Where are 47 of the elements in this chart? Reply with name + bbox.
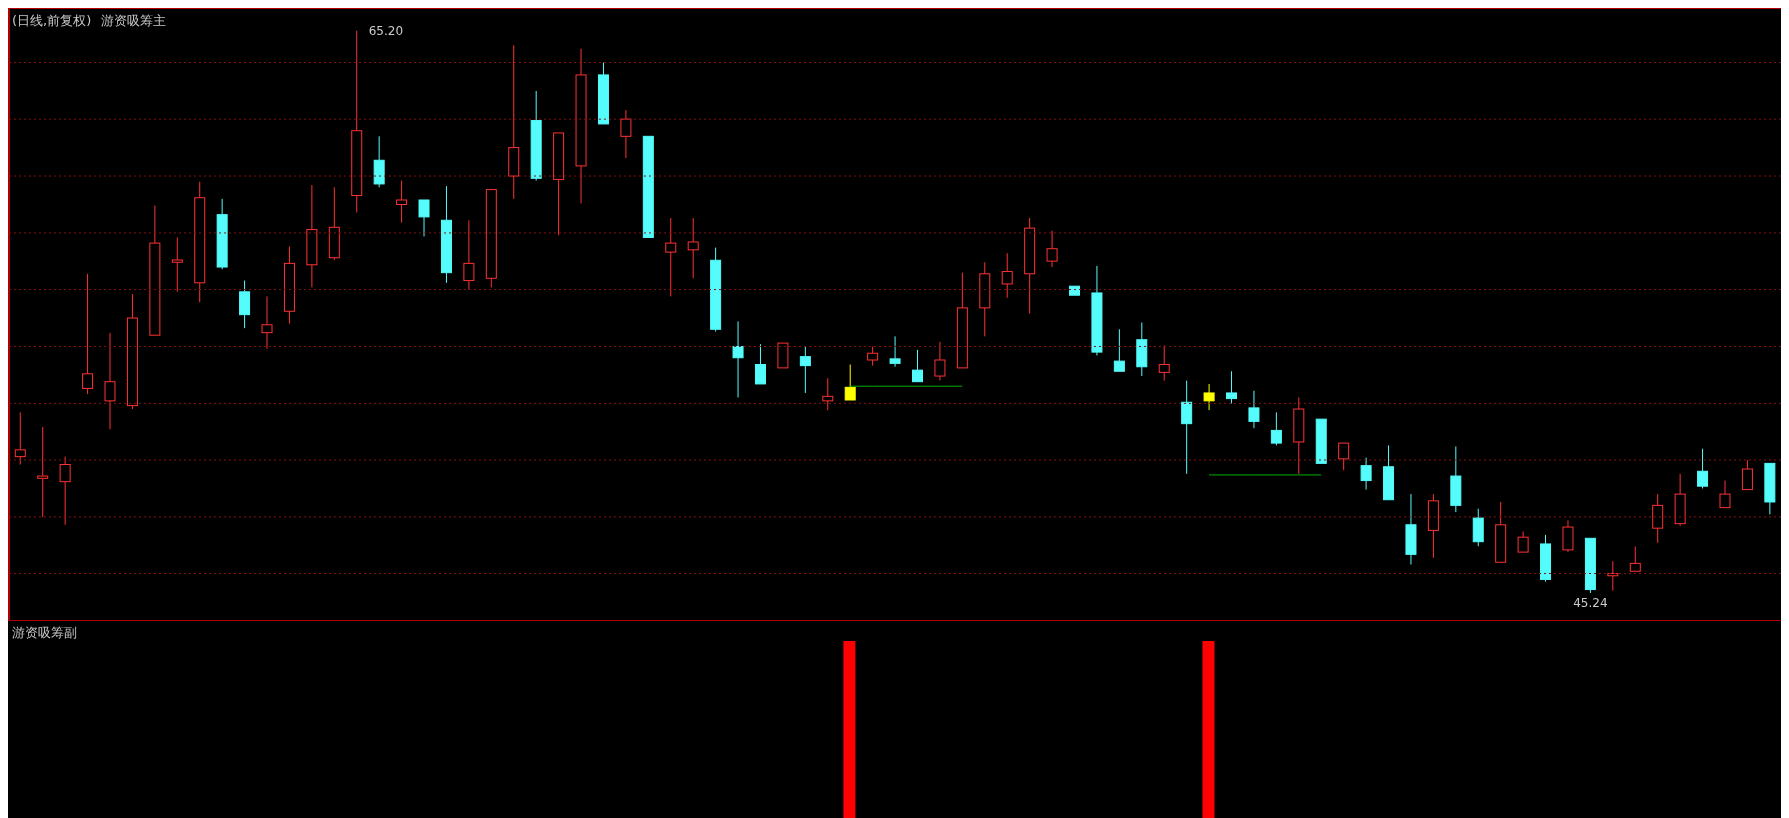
candlestick — [1248, 390, 1260, 429]
candlestick — [37, 426, 49, 518]
chart-title: 游资吸筹副 — [12, 624, 77, 642]
candlestick — [1091, 265, 1103, 356]
candlestick — [261, 295, 273, 350]
candlestick — [1136, 322, 1148, 377]
candlestick — [822, 377, 834, 411]
candlestick — [171, 236, 183, 293]
candlestick — [1360, 457, 1372, 491]
chart-subtitle: 游资吸筹主 — [101, 12, 167, 30]
candlestick — [104, 332, 116, 430]
candlestick — [575, 48, 587, 204]
candlestick — [620, 109, 632, 159]
candlestick — [1405, 493, 1417, 566]
candlestick — [508, 44, 520, 200]
candlestick — [283, 245, 295, 325]
chart-title: (日线,前复权) — [12, 12, 92, 30]
candlestick — [351, 30, 363, 213]
candlestick — [194, 181, 206, 303]
candlestick — [732, 320, 744, 398]
candlestick — [1674, 473, 1686, 527]
candlestick — [934, 341, 946, 382]
candlestick — [1181, 380, 1193, 475]
candlestick — [1293, 396, 1305, 475]
annotation: 65.20 — [368, 23, 404, 38]
candlestick — [1046, 230, 1058, 268]
candlestick — [979, 261, 991, 337]
candlestick — [1652, 493, 1664, 544]
candlestick — [306, 184, 318, 288]
candlestick — [59, 456, 71, 526]
candlestick — [1158, 344, 1170, 382]
candlestick — [328, 186, 340, 261]
candlestick — [396, 180, 408, 224]
candlestick — [1562, 519, 1574, 553]
candlestick — [799, 345, 811, 394]
annotation: 45.24 — [1573, 596, 1608, 611]
candlestick — [463, 219, 475, 291]
candlestick — [1024, 217, 1036, 315]
candlestick — [710, 247, 722, 333]
candlestick — [665, 217, 677, 297]
candlestick — [1203, 383, 1215, 411]
candlestick — [440, 185, 452, 284]
candlestick — [687, 217, 699, 279]
candlestick — [1001, 252, 1013, 299]
candlestick — [126, 293, 138, 410]
candlestick — [889, 335, 901, 368]
candlestick — [530, 90, 542, 182]
